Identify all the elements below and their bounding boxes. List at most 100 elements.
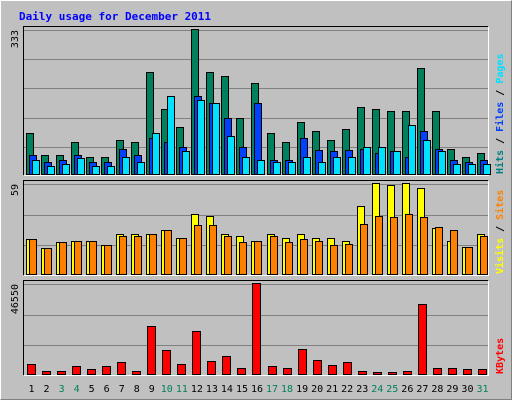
bar-kbytes-kbytes-day-3 [57,371,66,375]
bar-visitors-sites-day-3 [59,242,67,275]
x-tick-label-day-13: 13 [206,384,218,395]
bar-kbytes-kbytes-day-1 [27,364,36,375]
legend-part: / [495,220,506,238]
x-tick-label-day-29: 29 [446,384,458,395]
bar-kbytes-kbytes-day-18 [283,368,292,375]
bar-traffic-pages-day-21 [333,157,341,175]
x-tick-label-day-22: 22 [341,384,353,395]
bar-kbytes-kbytes-day-16 [252,283,261,375]
bar-visitors-sites-day-24 [375,216,383,275]
y-max-label-kbytes: 46550 [10,284,21,314]
legend-part: Hits [494,150,506,174]
bar-traffic-pages-day-19 [303,157,311,175]
x-tick-label-day-20: 20 [311,384,323,395]
bar-kbytes-kbytes-day-4 [72,366,81,375]
bar-visitors-sites-day-27 [420,217,428,275]
bar-visitors-sites-day-10 [164,230,172,275]
x-tick-label-day-21: 21 [326,384,338,395]
plot-border-dark-traffic [23,26,489,176]
bar-kbytes-kbytes-day-14 [222,356,231,375]
bar-kbytes-kbytes-day-30 [463,369,472,375]
legend-part: Sites [494,190,506,220]
x-tick-label-day-10: 10 [161,384,173,395]
bar-traffic-pages-day-28 [438,151,446,175]
bar-kbytes-kbytes-day-25 [388,372,397,375]
bar-visitors-sites-day-28 [435,227,443,275]
plot-border-light-kbytes [23,280,489,376]
bar-visitors-sites-day-25 [390,217,398,275]
x-tick-label-day-15: 15 [236,384,248,395]
x-tick-label-day-6: 6 [104,384,110,395]
x-tick-label-day-2: 2 [44,384,50,395]
bar-kbytes-kbytes-day-29 [448,368,457,375]
bar-kbytes-kbytes-day-10 [162,350,171,375]
bar-visitors-sites-day-15 [239,242,247,275]
bar-kbytes-kbytes-day-20 [313,360,322,375]
bar-kbytes-kbytes-day-22 [343,362,352,375]
bar-traffic-pages-day-11 [182,151,190,175]
legend-part: / [495,132,506,150]
x-tick-label-day-25: 25 [386,384,398,395]
bar-visitors-sites-day-23 [360,224,368,275]
panel-traffic: 333 Hits / Files / Pages [10,26,506,176]
bar-kbytes-kbytes-day-13 [207,361,216,375]
bar-kbytes-kbytes-day-27 [418,304,427,375]
plot-border-dark-visitors [23,180,489,276]
bar-traffic-pages-day-29 [453,164,461,175]
bar-visitors-sites-day-30 [465,247,473,275]
bar-traffic-pages-day-7 [122,157,130,175]
bar-visitors-sites-day-1 [29,239,37,275]
bar-visitors-sites-day-21 [330,245,338,275]
legend-traffic: Hits / Files / Pages [494,54,506,174]
bar-visitors-sites-day-31 [480,236,488,275]
bar-kbytes-kbytes-day-9 [147,326,156,375]
x-tick-label-day-24: 24 [371,384,383,395]
x-tick-label-day-18: 18 [281,384,293,395]
bar-traffic-pages-day-27 [423,140,431,175]
bar-visitors-sites-day-14 [224,236,232,275]
bar-traffic-pages-day-13 [212,103,220,175]
x-tick-label-day-1: 1 [29,384,35,395]
bar-kbytes-kbytes-day-19 [298,349,307,375]
bar-visitors-sites-day-16 [254,241,262,275]
bar-visitors-sites-day-9 [149,234,157,275]
x-tick-label-day-31: 31 [476,384,488,395]
x-tick-label-day-9: 9 [149,384,155,395]
bar-visitors-sites-day-29 [450,230,458,275]
x-tick-label-day-14: 14 [221,384,233,395]
bar-visitors-sites-day-8 [134,236,142,275]
x-tick-label-day-26: 26 [401,384,413,395]
x-tick-label-day-30: 30 [461,384,473,395]
bar-traffic-pages-day-5 [92,166,100,175]
bar-kbytes-kbytes-day-6 [102,366,111,375]
legend-part: Visits [494,238,506,274]
y-max-label-visitors: 59 [10,184,21,196]
bar-traffic-pages-day-1 [32,160,40,175]
x-tick-label-day-28: 28 [431,384,443,395]
legend-part: / [495,84,506,102]
bar-traffic-pages-day-24 [378,147,386,175]
bar-traffic-pages-day-20 [318,162,326,175]
bar-visitors-sites-day-18 [285,242,293,275]
bar-traffic-pages-day-17 [273,162,281,175]
bar-visitors-sites-day-20 [315,241,323,275]
bar-traffic-pages-day-31 [483,164,491,175]
bar-kbytes-kbytes-day-26 [403,371,412,375]
bar-kbytes-kbytes-day-12 [192,331,201,375]
chart-title: Daily usage for December 2011 [19,10,211,23]
x-tick-label-day-12: 12 [191,384,203,395]
x-tick-label-day-27: 27 [416,384,428,395]
bar-traffic-pages-day-9 [152,133,160,175]
bar-visitors-sites-day-6 [104,245,112,275]
x-tick-label-day-11: 11 [176,384,188,395]
bar-traffic-pages-day-18 [288,162,296,175]
bar-kbytes-kbytes-day-8 [132,371,141,375]
bar-kbytes-kbytes-day-17 [268,366,277,375]
bar-traffic-pages-day-23 [363,147,371,175]
bar-kbytes-kbytes-day-28 [433,368,442,375]
bar-traffic-pages-day-16 [257,160,265,175]
bar-visitors-sites-day-11 [179,238,187,275]
x-tick-label-day-3: 3 [59,384,65,395]
